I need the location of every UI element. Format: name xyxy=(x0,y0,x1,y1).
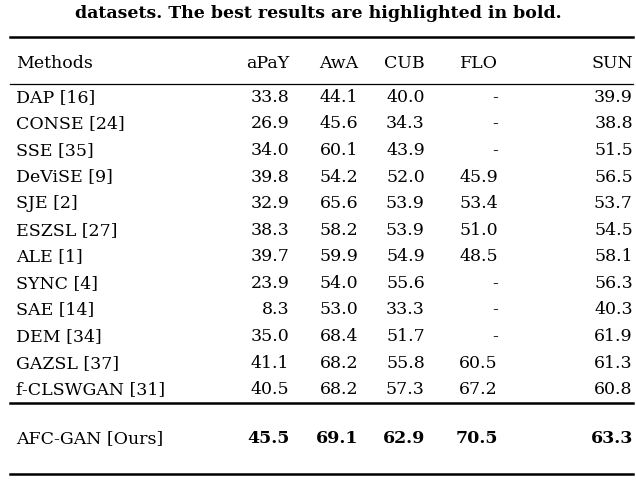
Text: AwA: AwA xyxy=(319,54,358,72)
Text: CONSE [24]: CONSE [24] xyxy=(16,115,125,132)
Text: datasets. The best results are highlighted in bold.: datasets. The best results are highlight… xyxy=(74,4,562,22)
Text: 45.5: 45.5 xyxy=(247,430,289,447)
Text: 39.9: 39.9 xyxy=(594,89,633,106)
Text: 53.9: 53.9 xyxy=(386,221,425,239)
Text: 33.3: 33.3 xyxy=(386,301,425,319)
Text: 56.5: 56.5 xyxy=(594,169,633,186)
Text: 35.0: 35.0 xyxy=(251,328,289,345)
Text: 34.0: 34.0 xyxy=(251,142,289,159)
Text: 60.1: 60.1 xyxy=(319,142,358,159)
Text: SUN: SUN xyxy=(591,54,633,72)
Text: 67.2: 67.2 xyxy=(459,381,498,398)
Text: 48.5: 48.5 xyxy=(459,248,498,265)
Text: 45.6: 45.6 xyxy=(319,115,358,132)
Text: 58.1: 58.1 xyxy=(594,248,633,265)
Text: 61.9: 61.9 xyxy=(594,328,633,345)
Text: 26.9: 26.9 xyxy=(251,115,289,132)
Text: 60.8: 60.8 xyxy=(594,381,633,398)
Text: 56.3: 56.3 xyxy=(594,275,633,292)
Text: 44.1: 44.1 xyxy=(319,89,358,106)
Text: AFC-GAN [Ours]: AFC-GAN [Ours] xyxy=(16,430,163,447)
Text: 40.3: 40.3 xyxy=(594,301,633,319)
Text: 53.9: 53.9 xyxy=(386,195,425,212)
Text: DeViSE [9]: DeViSE [9] xyxy=(16,169,113,186)
Text: 63.3: 63.3 xyxy=(590,430,633,447)
Text: SSE [35]: SSE [35] xyxy=(16,142,93,159)
Text: 34.3: 34.3 xyxy=(386,115,425,132)
Text: 54.2: 54.2 xyxy=(319,169,358,186)
Text: SJE [2]: SJE [2] xyxy=(16,195,78,212)
Text: SYNC [4]: SYNC [4] xyxy=(16,275,98,292)
Text: 38.3: 38.3 xyxy=(251,221,289,239)
Text: 39.8: 39.8 xyxy=(251,169,289,186)
Text: 53.0: 53.0 xyxy=(319,301,358,319)
Text: 61.3: 61.3 xyxy=(594,355,633,371)
Text: ESZSL [27]: ESZSL [27] xyxy=(16,221,118,239)
Text: -: - xyxy=(492,275,498,292)
Text: f-CLSWGAN [31]: f-CLSWGAN [31] xyxy=(16,381,165,398)
Text: 53.4: 53.4 xyxy=(459,195,498,212)
Text: 60.5: 60.5 xyxy=(459,355,498,371)
Text: 55.6: 55.6 xyxy=(386,275,425,292)
Text: 65.6: 65.6 xyxy=(319,195,358,212)
Text: FLO: FLO xyxy=(460,54,498,72)
Text: 38.8: 38.8 xyxy=(594,115,633,132)
Text: 62.9: 62.9 xyxy=(382,430,425,447)
Text: -: - xyxy=(492,301,498,319)
Text: 54.0: 54.0 xyxy=(319,275,358,292)
Text: CUB: CUB xyxy=(384,54,425,72)
Text: 45.9: 45.9 xyxy=(459,169,498,186)
Text: 69.1: 69.1 xyxy=(315,430,358,447)
Text: DAP [16]: DAP [16] xyxy=(16,89,95,106)
Text: 40.5: 40.5 xyxy=(251,381,289,398)
Text: GAZSL [37]: GAZSL [37] xyxy=(16,355,119,371)
Text: ALE [1]: ALE [1] xyxy=(16,248,83,265)
Text: 68.2: 68.2 xyxy=(319,381,358,398)
Text: 59.9: 59.9 xyxy=(319,248,358,265)
Text: DEM [34]: DEM [34] xyxy=(16,328,102,345)
Text: 8.3: 8.3 xyxy=(262,301,289,319)
Text: 51.5: 51.5 xyxy=(594,142,633,159)
Text: 43.9: 43.9 xyxy=(386,142,425,159)
Text: -: - xyxy=(492,89,498,106)
Text: -: - xyxy=(492,115,498,132)
Text: 23.9: 23.9 xyxy=(251,275,289,292)
Text: 52.0: 52.0 xyxy=(386,169,425,186)
Text: 33.8: 33.8 xyxy=(251,89,289,106)
Text: 32.9: 32.9 xyxy=(251,195,289,212)
Text: 54.5: 54.5 xyxy=(594,221,633,239)
Text: 57.3: 57.3 xyxy=(386,381,425,398)
Text: 55.8: 55.8 xyxy=(386,355,425,371)
Text: 70.5: 70.5 xyxy=(455,430,498,447)
Text: 58.2: 58.2 xyxy=(319,221,358,239)
Text: 54.9: 54.9 xyxy=(386,248,425,265)
Text: 41.1: 41.1 xyxy=(251,355,289,371)
Text: aPaY: aPaY xyxy=(246,54,289,72)
Text: 68.2: 68.2 xyxy=(319,355,358,371)
Text: -: - xyxy=(492,328,498,345)
Text: 51.7: 51.7 xyxy=(386,328,425,345)
Text: Methods: Methods xyxy=(16,54,93,72)
Text: SAE [14]: SAE [14] xyxy=(16,301,94,319)
Text: -: - xyxy=(492,142,498,159)
Text: 39.7: 39.7 xyxy=(251,248,289,265)
Text: 40.0: 40.0 xyxy=(386,89,425,106)
Text: 68.4: 68.4 xyxy=(319,328,358,345)
Text: 51.0: 51.0 xyxy=(459,221,498,239)
Text: 53.7: 53.7 xyxy=(594,195,633,212)
